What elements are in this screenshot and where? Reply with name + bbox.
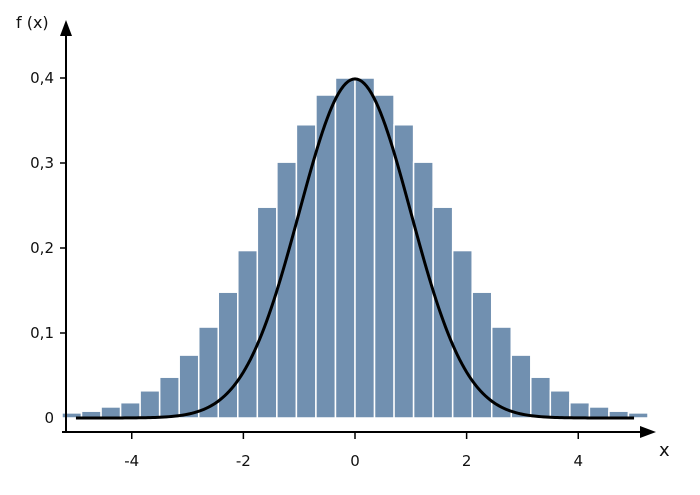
histogram-bar xyxy=(334,77,356,419)
x-axis-arrowhead xyxy=(640,426,656,438)
histogram-bar xyxy=(178,354,200,419)
x-tick-label: 0 xyxy=(350,452,360,470)
histogram-bar xyxy=(569,401,591,419)
histogram-bar xyxy=(412,161,434,419)
y-tick-label: 0,2 xyxy=(30,239,54,257)
histogram-bar xyxy=(549,390,571,419)
y-axis-arrowhead xyxy=(60,20,72,36)
histogram-bar xyxy=(354,77,376,419)
histogram-bar xyxy=(627,412,649,419)
histogram-bar xyxy=(139,390,161,419)
histogram-bar xyxy=(237,249,259,419)
y-axis-title: f (x) xyxy=(16,13,49,32)
y-tick-label: 0,4 xyxy=(30,69,54,87)
histogram-bar xyxy=(510,354,532,419)
histogram-bar xyxy=(432,206,454,419)
x-axis-title: x xyxy=(659,440,670,461)
y-tick-label: 0,1 xyxy=(30,324,54,342)
histogram-bar xyxy=(393,124,415,419)
histogram-bar xyxy=(276,161,298,419)
histogram-bar xyxy=(451,249,473,419)
histogram-bar xyxy=(158,376,180,419)
density-curve xyxy=(75,77,635,420)
histogram-bar xyxy=(100,406,122,419)
x-tick-label: 4 xyxy=(573,452,583,470)
x-tick-label: 2 xyxy=(462,452,472,470)
histogram-bar xyxy=(256,206,278,419)
x-ticks: -4 -2 0 2 4 xyxy=(124,432,583,470)
histogram-bar xyxy=(295,124,317,419)
y-tick-label: 0,3 xyxy=(30,154,54,172)
y-tick-label: 0 xyxy=(44,409,54,427)
x-tick-label: -2 xyxy=(236,452,251,470)
histogram-bar xyxy=(119,401,141,419)
histogram-bar xyxy=(588,406,610,419)
y-ticks: 0 0,1 0,2 0,3 0,4 xyxy=(30,69,66,427)
histogram-bar xyxy=(530,376,552,419)
histogram-bars xyxy=(61,77,649,419)
x-tick-label: -4 xyxy=(124,452,139,470)
